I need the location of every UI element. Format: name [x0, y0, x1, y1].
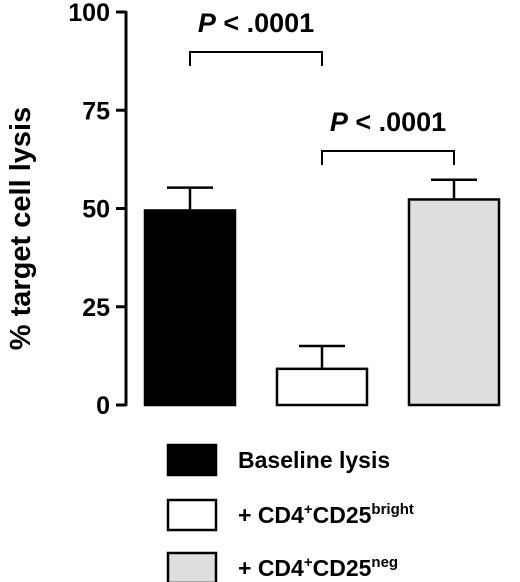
legend-swatch	[166, 498, 218, 532]
y-tick-label: 25	[82, 294, 110, 322]
y-tick-label: 0	[96, 392, 110, 420]
axis-layer: 0 25 50 75 100 % target cell lysis	[5, 0, 128, 420]
bar	[275, 367, 369, 407]
legend: Baseline lysis + CD4+CD25bright + CD4+CD25…	[166, 443, 414, 582]
y-axis-title: % target cell lysis	[5, 107, 37, 350]
bar	[407, 198, 501, 407]
p-value-label: P < .0001	[198, 8, 314, 38]
y-tick-label: 100	[68, 0, 110, 27]
legend-label: + CD4+CD25neg	[238, 554, 398, 581]
y-tick-label: 75	[82, 97, 110, 125]
legend-swatch	[166, 443, 218, 477]
legend-swatch	[166, 551, 218, 582]
significance-layer: P < .0001 P < .0001	[189, 8, 455, 165]
bar-layer	[143, 178, 501, 407]
bar	[143, 209, 237, 407]
legend-label: + CD4+CD25bright	[238, 501, 414, 528]
legend-label: Baseline lysis	[238, 447, 390, 473]
y-tick-label: 50	[82, 196, 110, 224]
p-value-label: P < .0001	[330, 107, 446, 137]
significance-bracket	[321, 150, 455, 165]
significance-bracket	[189, 51, 323, 66]
